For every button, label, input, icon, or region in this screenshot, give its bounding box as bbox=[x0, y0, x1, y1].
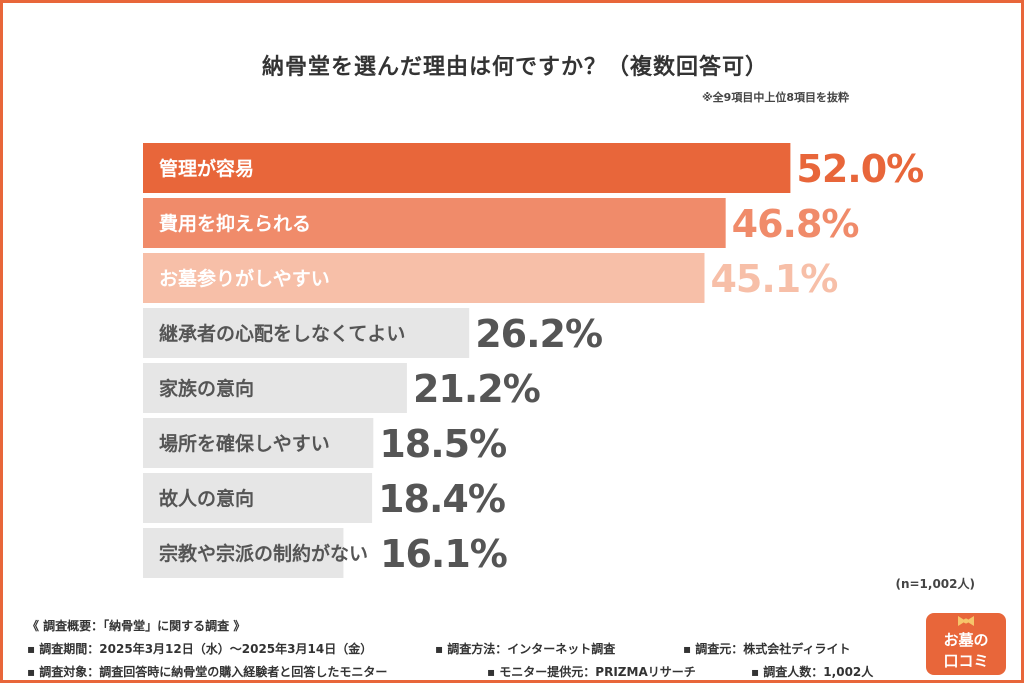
survey-target: ▪ 調査対象：調査回答時に納骨堂の購入経験者と回答したモニター bbox=[27, 665, 388, 679]
survey-count: ▪ 調査人数：1,002人 bbox=[751, 665, 874, 679]
survey-row-2: ▪ 調査対象：調査回答時に納骨堂の購入経験者と回答したモニター ▪ モニター提供元… bbox=[27, 661, 873, 684]
bar-label-2: 費用を抑えられる bbox=[159, 212, 311, 235]
logo-line-2: 口コミ bbox=[943, 652, 989, 670]
survey-period: ▪ 調査期間：2025年3月12日（水）〜2025年3月14日（金） bbox=[27, 642, 373, 656]
bar-label-3: お墓参りがしやすい bbox=[159, 267, 330, 290]
bar-label-6: 場所を確保しやすい bbox=[159, 432, 330, 455]
bar-value-8: 16.1% bbox=[380, 532, 507, 576]
bar-5 bbox=[143, 363, 407, 413]
bar-value-2: 46.8% bbox=[732, 202, 859, 246]
bar-value-6: 18.5% bbox=[379, 422, 506, 466]
bar-value-1: 52.0% bbox=[796, 147, 923, 191]
bar-value-5: 21.2% bbox=[413, 367, 540, 411]
bar-1 bbox=[143, 143, 791, 193]
bar-4 bbox=[143, 308, 470, 358]
sample-size: (n=1,002人) bbox=[895, 577, 975, 591]
bar-value-7: 18.4% bbox=[378, 477, 505, 521]
survey-source: ▪ 調査元：株式会社ディライト bbox=[683, 642, 851, 656]
bar-7 bbox=[143, 473, 373, 523]
bar-label-7: 故人の意向 bbox=[159, 487, 254, 510]
survey-provider: ▪ モニター提供元：PRIZMAリサーチ bbox=[487, 665, 696, 679]
bar-label-4: 継承者の心配をしなくてよい bbox=[159, 322, 405, 345]
survey-heading: 《 調査概要：「納骨堂」に関する調査 》 bbox=[27, 619, 246, 633]
bar-8 bbox=[143, 528, 344, 578]
chart-title: 納骨堂を選んだ理由は何ですか？（複数回答可） bbox=[261, 55, 768, 80]
bar-3 bbox=[143, 253, 705, 303]
bar-2 bbox=[143, 198, 726, 248]
survey-footer: 《 調査概要：「納骨堂」に関する調査 》 ▪ 調査期間：2025年3月12日（水… bbox=[27, 615, 873, 684]
bar-chart: 管理が容易 52.0% 費用を抑えられる 46.8% お墓参りがしやすい 45.1% 継承者… bbox=[143, 143, 924, 578]
bar-6 bbox=[143, 418, 374, 468]
ribbon-bow-icon bbox=[926, 614, 1006, 632]
survey-method: ▪ 調査方法：インターネット調査 bbox=[435, 642, 616, 656]
bar-label-8: 宗教や宗派の制約がない bbox=[159, 542, 368, 565]
bar-label-1: 管理が容易 bbox=[159, 157, 254, 180]
bar-label-5: 家族の意向 bbox=[159, 377, 254, 400]
bar-value-4: 26.2% bbox=[475, 312, 602, 356]
chart-note: ※全9項目中上位8項目を抜粋 bbox=[701, 91, 849, 104]
bar-value-3: 45.1% bbox=[710, 257, 837, 301]
logo-line-1: お墓の bbox=[943, 631, 989, 649]
survey-row-1: ▪ 調査期間：2025年3月12日（水）〜2025年3月14日（金） ▪ 調査方法… bbox=[27, 638, 873, 661]
okaka-kuchikomi-logo: お墓の 口コミ bbox=[926, 613, 1006, 675]
